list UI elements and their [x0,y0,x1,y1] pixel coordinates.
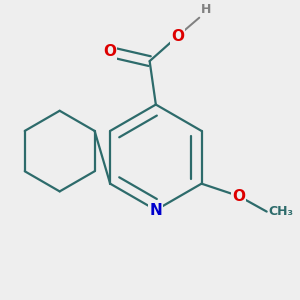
Text: O: O [232,189,245,204]
Text: H: H [201,3,211,16]
Text: O: O [171,29,184,44]
Text: N: N [149,202,162,217]
Text: CH₃: CH₃ [268,205,293,218]
Text: O: O [103,44,116,59]
